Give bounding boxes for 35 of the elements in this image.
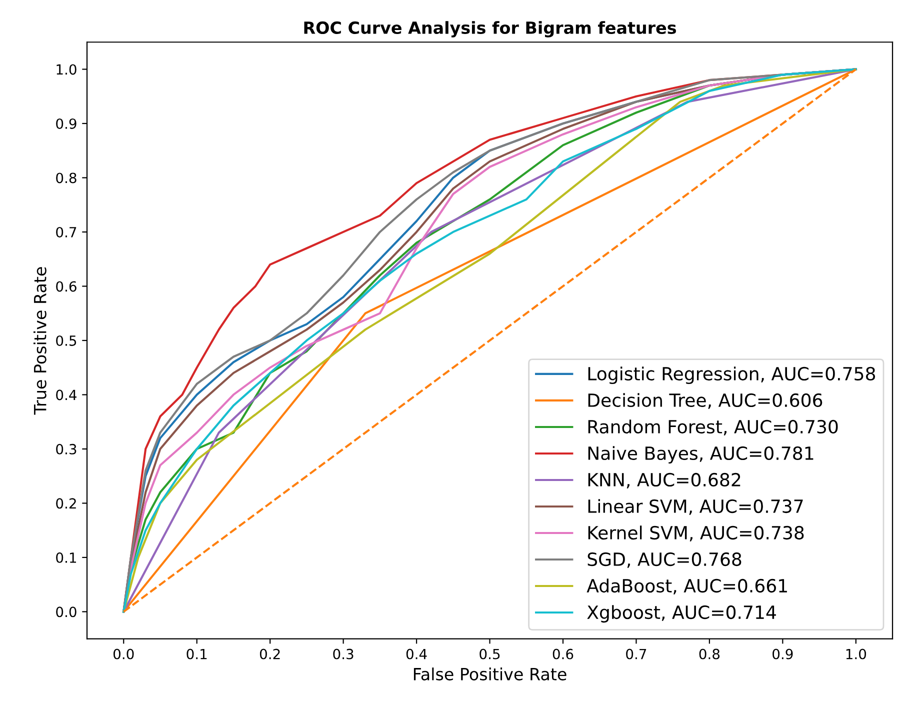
y-axis-title: True Positive Rate bbox=[34, 267, 46, 415]
y-tick-label: 1.0 bbox=[56, 64, 76, 75]
y-tick-label: 0.9 bbox=[56, 118, 76, 129]
y-tick-label: 0.5 bbox=[56, 335, 76, 346]
x-tick-label: 0.5 bbox=[480, 648, 500, 660]
y-tick-label: 0.3 bbox=[56, 444, 76, 454]
y-tick-label: 0.2 bbox=[56, 498, 76, 509]
y-tick-label: 0.0 bbox=[56, 606, 76, 618]
legend-label: Naive Bayes, AUC=0.781 bbox=[588, 446, 814, 464]
legend-label: Xgboost, AUC=0.714 bbox=[587, 605, 776, 623]
x-tick-label: 0.6 bbox=[552, 648, 574, 660]
x-tick-label: 0.3 bbox=[333, 648, 354, 660]
legend-label: KNN, AUC=0.682 bbox=[588, 472, 740, 488]
x-axis-title: False Positive Rate bbox=[414, 668, 566, 680]
x-tick-label: 0.4 bbox=[406, 648, 427, 660]
legend-label: AdaBoost, AUC=0.661 bbox=[586, 578, 787, 594]
y-tick-label: 0.1 bbox=[56, 552, 76, 563]
x-tick-label: 0.9 bbox=[772, 648, 793, 660]
legend-label: Decision Tree, AUC=0.606 bbox=[588, 393, 822, 409]
y-tick-label: 0.8 bbox=[56, 172, 76, 184]
x-tick-label: 1.0 bbox=[846, 648, 866, 660]
legend-label: Kernel SVM, AUC=0.738 bbox=[588, 526, 804, 542]
legend-label: Random Forest, AUC=0.730 bbox=[588, 420, 838, 436]
x-tick-label: 0.2 bbox=[260, 648, 280, 660]
y-tick-label: 0.4 bbox=[56, 390, 77, 400]
legend-label: SGD, AUC=0.768 bbox=[588, 552, 742, 568]
x-tick-label: 0.1 bbox=[186, 648, 207, 660]
x-tick-label: 0.7 bbox=[626, 648, 646, 660]
x-tick-label: 0.0 bbox=[113, 648, 134, 660]
chart-title: ROC Curve Analysis for Bigram features bbox=[304, 21, 676, 38]
y-tick-label: 0.7 bbox=[56, 226, 76, 238]
y-tick-label: 0.6 bbox=[56, 281, 76, 292]
legend-label: Linear SVM, AUC=0.737 bbox=[588, 499, 803, 515]
x-tick-label: 0.8 bbox=[699, 648, 720, 660]
legend-label: Logistic Regression, AUC=0.758 bbox=[588, 366, 876, 384]
